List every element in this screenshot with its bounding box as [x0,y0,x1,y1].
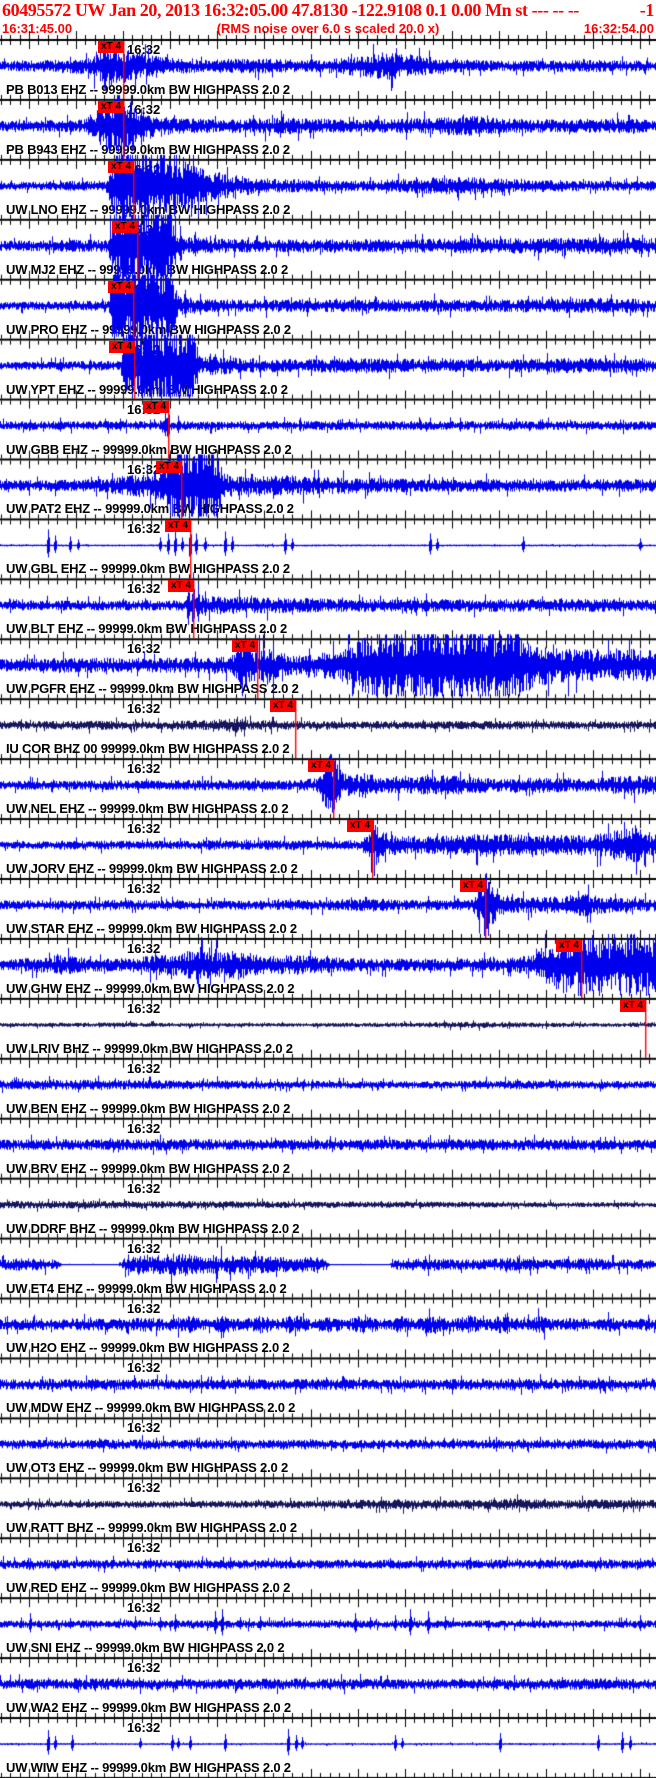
trace-row[interactable] [0,400,656,460]
phase-pick-flag[interactable]: xT 4 [112,220,139,233]
trace-row[interactable] [0,999,656,1059]
trace-row[interactable] [0,220,656,280]
trace-row[interactable] [0,460,656,520]
phase-pick-flag[interactable]: xT 4 [98,41,125,53]
phase-pick-flag[interactable]: xT 4 [108,280,135,293]
trace-row[interactable] [0,819,656,879]
phase-pick-flag[interactable]: xT 4 [165,520,192,533]
phase-pick-flag[interactable]: xT 4 [156,460,183,473]
phase-pick-flag[interactable]: xT 4 [143,400,170,413]
trace-row[interactable] [0,1718,656,1778]
phase-pick-flag[interactable]: xT 4 [108,160,135,173]
trace-row[interactable] [0,699,656,759]
trace-row[interactable] [0,639,656,699]
trace-row[interactable] [0,579,656,639]
phase-pick-flag[interactable]: xT 4 [168,580,195,593]
trace-row[interactable] [0,280,656,340]
phase-pick-flag[interactable]: xT 4 [347,820,374,833]
trace-row[interactable] [0,340,656,400]
phase-pick-flag[interactable]: xT 4 [270,700,297,713]
phase-pick-flag[interactable]: xT 4 [98,100,125,113]
trace-row[interactable] [0,160,656,220]
trace-row[interactable] [0,1358,656,1418]
trace-row[interactable] [0,100,656,160]
trace-row[interactable] [0,1598,656,1658]
phase-pick-flag[interactable]: xT 4 [308,760,335,773]
trace-row[interactable] [0,939,656,999]
trace-row[interactable] [0,1059,656,1119]
trace-row[interactable] [0,1658,656,1718]
trace-row[interactable] [0,1418,656,1478]
trace-row[interactable] [0,759,656,819]
trace-row[interactable] [0,1538,656,1598]
trace-row[interactable] [0,1478,656,1538]
phase-pick-flag[interactable]: xT 4 [109,340,136,353]
trace-row[interactable] [0,1119,656,1179]
trace-row[interactable] [0,879,656,939]
trace-row[interactable] [0,519,656,579]
trace-row[interactable] [0,40,656,100]
trace-row[interactable] [0,1299,656,1359]
phase-pick-flag[interactable]: xT 4 [232,640,259,653]
phase-pick-flag[interactable]: xT 4 [556,939,583,952]
phase-pick-flag[interactable]: xT 4 [460,880,487,893]
trace-row[interactable] [0,1239,656,1299]
trace-row[interactable] [0,1179,656,1239]
phase-pick-flag[interactable]: xT 4 [620,999,647,1012]
